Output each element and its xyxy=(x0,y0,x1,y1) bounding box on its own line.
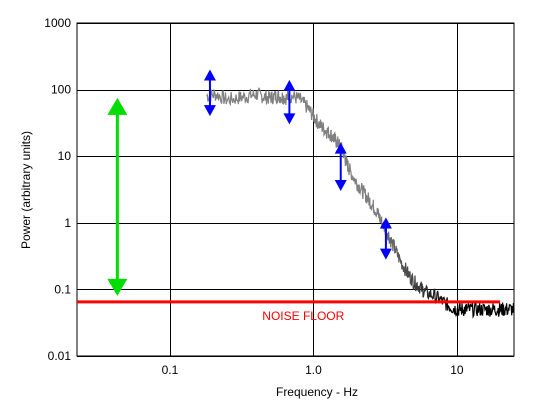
arrow-head-down xyxy=(107,278,128,296)
arrow-head-down xyxy=(379,248,392,260)
noise-floor: NOISE FLOOR xyxy=(77,300,501,323)
x-tick-label: 10 xyxy=(450,363,464,377)
y-tick-label: 1000 xyxy=(44,16,71,30)
arrow-head-down xyxy=(203,105,216,117)
y-tick-label: 0.1 xyxy=(54,282,71,296)
double-arrow xyxy=(203,69,216,117)
noise-floor-label: NOISE FLOOR xyxy=(262,309,344,323)
double-arrow xyxy=(107,97,128,296)
arrow-head-down xyxy=(283,113,296,125)
arrow-head-up xyxy=(379,217,392,229)
x-tick-label: 1.0 xyxy=(305,363,322,377)
x-tick-labels: 0.1 1.0 10 xyxy=(162,363,464,377)
arrow-head-up xyxy=(107,97,128,115)
y-tick-labels: 0.01 0.1 1 10 100 1000 xyxy=(44,16,71,363)
data-series xyxy=(206,86,514,319)
y-axis-label: Power (arbitrary units) xyxy=(19,131,33,249)
y-tick-label: 10 xyxy=(58,149,72,163)
double-arrow xyxy=(334,142,347,192)
x-tick-label: 0.1 xyxy=(162,363,179,377)
arrow-head-down xyxy=(334,180,347,192)
y-tick-label: 1 xyxy=(64,216,71,230)
data-line xyxy=(206,86,514,319)
double-arrow xyxy=(379,217,392,260)
arrow-head-up xyxy=(334,142,347,154)
y-tick-label: 0.01 xyxy=(48,349,72,363)
double-arrow xyxy=(283,79,296,125)
annotation-arrows xyxy=(107,69,392,296)
y-tick-label: 100 xyxy=(51,83,71,97)
arrow-head-up xyxy=(283,79,296,91)
x-axis-label: Frequency - Hz xyxy=(276,385,358,399)
arrow-head-up xyxy=(203,69,216,81)
